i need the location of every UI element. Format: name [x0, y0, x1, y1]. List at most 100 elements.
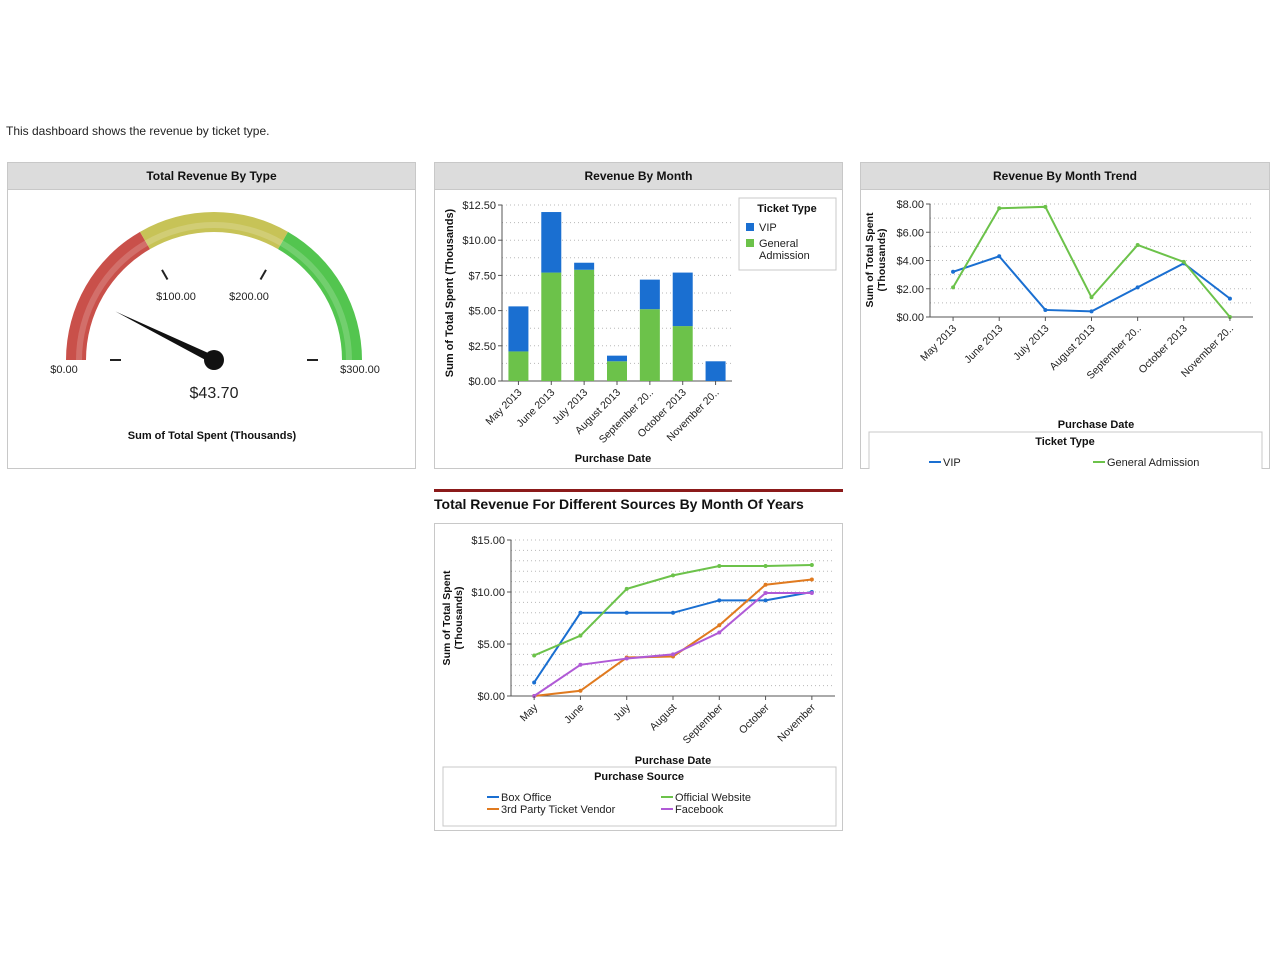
- y-axis-title-line2: (Thousands): [453, 587, 465, 650]
- x-axis-title: Purchase Date: [575, 453, 651, 465]
- y-axis-title-line2: (Thousands): [876, 229, 888, 292]
- point-facebook: [671, 652, 675, 657]
- legend-label-vip: VIP: [759, 222, 777, 234]
- point-box-office: [578, 610, 583, 615]
- sources-chart-panel: $0.00 $5.00 $10.00 $15.00 May June July August S…: [434, 523, 843, 831]
- y-tick-label: $5.00: [468, 306, 496, 318]
- point-official-website: [763, 564, 768, 568]
- x-tick-label: July: [611, 701, 633, 723]
- y-tick-label: $15.00: [471, 535, 505, 547]
- gauge-band-yellow-highlight: [145, 222, 283, 246]
- point-3rd-party-ticket-vendor: [763, 582, 768, 587]
- x-tick-label: August 2013: [1047, 323, 1097, 373]
- point-general-admission: [1135, 242, 1140, 247]
- bar-general-admission: [672, 326, 693, 381]
- series-line-facebook: [533, 592, 812, 697]
- y-tick-label: $5.00: [477, 639, 505, 651]
- bar-vip: [705, 361, 726, 381]
- legend-title: Ticket Type: [1035, 436, 1095, 448]
- point-box-office: [532, 680, 537, 685]
- point-general-admission: [1089, 295, 1094, 300]
- point-3rd-party-ticket-vendor: [717, 623, 722, 628]
- gauge-chart: $0.00 $300.00 $100.00 $200.00 $43.70 Sum of T…: [50, 212, 380, 442]
- y-tick-label: $7.50: [468, 270, 496, 282]
- x-tick-label: May 2013: [918, 323, 959, 364]
- bar-general-admission: [508, 351, 529, 381]
- y-tick-label: $10.00: [471, 587, 505, 599]
- y-tick-label: $0.00: [477, 691, 505, 703]
- point-general-admission: [951, 285, 956, 290]
- point-official-website: [717, 564, 722, 568]
- point-vip: [1227, 296, 1232, 301]
- legend-3rd-party-label: 3rd Party Ticket Vendor: [501, 804, 616, 816]
- bar-vip: [541, 212, 562, 273]
- gauge-tick: [161, 269, 169, 280]
- x-tick-label: July 2013: [1011, 323, 1051, 363]
- y-tick-label: $12.50: [462, 200, 496, 212]
- legend-label-general-line1: General: [759, 238, 798, 250]
- point-vip: [997, 254, 1002, 259]
- point-3rd-party-ticket-vendor: [578, 688, 583, 693]
- point-facebook: [717, 630, 722, 635]
- x-tick-label: October: [737, 701, 772, 736]
- legend-vip-label: VIP: [943, 457, 961, 469]
- trend-chart: $0.00 $2.00 $4.00 $6.00 $8.00 May 2013 June 20…: [864, 199, 1263, 493]
- gauge-band-green-highlight: [280, 240, 352, 360]
- gauge-max-label: $300.00: [340, 364, 380, 376]
- gauge-panel: Total Revenue By Type $0.00 $300.00 $100.0…: [7, 162, 416, 469]
- point-official-website: [809, 562, 814, 567]
- bar-vip: [508, 306, 529, 352]
- x-tick-label: September: [681, 701, 726, 746]
- bar-vip: [574, 262, 595, 270]
- bar-vip: [639, 279, 660, 310]
- bar-general-admission: [574, 269, 595, 381]
- gauge-needle-hub: [204, 350, 224, 370]
- gauge-tick: [259, 269, 267, 280]
- point-general-admission: [1181, 259, 1186, 264]
- x-tick-label: June 2013: [962, 323, 1005, 366]
- sources-section-title: Total Revenue For Different Sources By M…: [434, 489, 843, 512]
- point-official-website: [578, 633, 583, 638]
- bar-general-admission: [639, 309, 660, 381]
- point-box-office: [717, 598, 722, 603]
- y-tick-label: $6.00: [896, 227, 924, 239]
- bar-general-admission: [607, 361, 627, 381]
- legend-official-website-label: Official Website: [675, 792, 751, 804]
- y-tick-label: $8.00: [896, 199, 924, 211]
- point-3rd-party-ticket-vendor: [809, 577, 814, 582]
- legend-title: Ticket Type: [757, 203, 817, 215]
- x-tick-label: November: [775, 701, 818, 744]
- bar-chart-panel-title: Revenue By Month: [435, 163, 842, 190]
- point-facebook: [624, 656, 629, 661]
- point-facebook: [809, 591, 814, 596]
- point-vip: [1043, 307, 1048, 312]
- legend-label-general-line2: Admission: [759, 250, 810, 262]
- series-line-official-website: [533, 563, 812, 657]
- x-axis-title: Purchase Date: [635, 755, 711, 767]
- y-axis-title: Sum of Total Spent (Thousands): [444, 208, 456, 377]
- legend-box: [442, 766, 837, 827]
- legend-box: [738, 197, 837, 271]
- y-tick-label: $2.00: [896, 284, 924, 296]
- point-general-admission: [997, 206, 1002, 211]
- gauge-needle: [115, 311, 216, 364]
- x-tick-label: August: [648, 702, 680, 734]
- point-vip: [1135, 285, 1140, 290]
- legend-box-office-label: Box Office: [501, 792, 552, 804]
- bar-chart-panel: Revenue By Month $0.00 $2.50 $5.00 $7.50 $10…: [434, 162, 843, 469]
- bar-vip: [672, 272, 693, 327]
- x-tick-label: June: [562, 702, 587, 727]
- series-line-general-admission: [952, 205, 1231, 318]
- y-axis-title-line1: Sum of Total Spent: [441, 570, 453, 665]
- gauge-caption: Sum of Total Spent (Thousands): [128, 430, 297, 442]
- legend-swatch-general: [746, 239, 754, 247]
- gauge-value-label: $43.70: [190, 385, 239, 402]
- gauge-panel-title: Total Revenue By Type: [8, 163, 415, 190]
- point-box-office: [624, 610, 629, 615]
- gauge-band-yellow: [140, 212, 288, 250]
- y-tick-label: $2.50: [468, 341, 496, 353]
- gauge-band-red: [66, 231, 150, 360]
- point-box-office: [671, 610, 675, 615]
